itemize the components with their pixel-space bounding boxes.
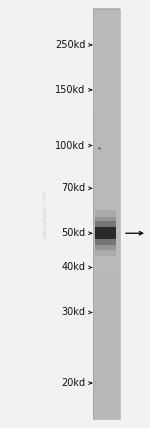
Text: 150kd: 150kd [55, 85, 85, 95]
Bar [93, 208, 120, 214]
Bar [93, 39, 120, 45]
Bar [93, 167, 120, 173]
Bar [93, 214, 120, 219]
Bar [93, 327, 120, 332]
Bar [93, 342, 120, 348]
Bar [93, 116, 120, 122]
Bar [93, 275, 120, 281]
Bar [93, 75, 120, 80]
Bar [93, 265, 120, 270]
Bar [93, 198, 120, 204]
Bar [93, 90, 120, 96]
Bar [95, 227, 116, 239]
Bar [93, 49, 120, 55]
Bar [93, 95, 120, 101]
Bar [93, 18, 120, 24]
Bar [93, 404, 120, 409]
Bar [93, 291, 120, 296]
Bar [93, 44, 120, 50]
Bar [93, 285, 120, 291]
Bar [93, 316, 120, 322]
Bar [95, 210, 116, 256]
Bar [93, 255, 120, 260]
Bar [93, 183, 120, 188]
Bar [93, 234, 120, 240]
Bar [93, 85, 120, 91]
Bar [93, 65, 120, 70]
Text: 250kd: 250kd [55, 40, 85, 50]
Bar [95, 217, 116, 250]
Bar [93, 172, 120, 178]
Bar [93, 270, 120, 276]
Text: www.ptglab.com: www.ptglab.com [42, 190, 48, 238]
Bar [93, 70, 120, 75]
Bar [93, 34, 120, 39]
Bar [93, 24, 120, 29]
Bar [93, 54, 120, 60]
Bar [93, 321, 120, 327]
Bar [93, 301, 120, 306]
Bar [93, 188, 120, 193]
Bar [93, 311, 120, 317]
Bar [93, 352, 120, 358]
Bar [93, 306, 120, 312]
Text: 40kd: 40kd [61, 262, 85, 273]
Bar [93, 398, 120, 404]
Bar [93, 373, 120, 378]
Bar [93, 152, 120, 158]
Bar [93, 378, 120, 383]
Bar [93, 383, 120, 389]
Bar [93, 393, 120, 399]
Bar [93, 337, 120, 342]
Bar [93, 414, 120, 419]
Bar [93, 178, 120, 183]
Bar [93, 203, 120, 209]
Bar [93, 8, 120, 14]
Bar [93, 193, 120, 199]
Text: 50kd: 50kd [61, 228, 85, 238]
Bar [93, 219, 120, 224]
Bar [93, 131, 120, 137]
Bar [95, 221, 116, 245]
Bar [93, 347, 120, 353]
Bar [93, 357, 120, 363]
Bar [93, 363, 120, 368]
Text: 20kd: 20kd [61, 378, 85, 388]
Bar [93, 239, 120, 245]
Bar [93, 121, 120, 127]
Text: 30kd: 30kd [61, 307, 85, 318]
Bar [93, 126, 120, 132]
Bar [93, 250, 120, 255]
Bar [93, 224, 120, 229]
Bar [93, 142, 120, 147]
Bar [93, 409, 120, 414]
Bar [93, 9, 120, 419]
Bar [93, 260, 120, 265]
Bar [93, 80, 120, 86]
Bar [93, 106, 120, 111]
Bar [93, 29, 120, 34]
Bar [93, 280, 120, 286]
Text: 100kd: 100kd [55, 140, 86, 151]
Bar [93, 244, 120, 250]
Bar [93, 368, 120, 373]
Bar [93, 162, 120, 168]
Text: 70kd: 70kd [61, 183, 85, 193]
Bar [93, 157, 120, 163]
Bar [93, 101, 120, 106]
Bar [93, 137, 120, 142]
Bar [93, 229, 120, 235]
Bar [93, 332, 120, 337]
Bar [93, 59, 120, 65]
Bar [93, 13, 120, 19]
Bar [93, 296, 120, 301]
Bar [93, 111, 120, 116]
Bar [93, 147, 120, 152]
Bar [93, 388, 120, 394]
